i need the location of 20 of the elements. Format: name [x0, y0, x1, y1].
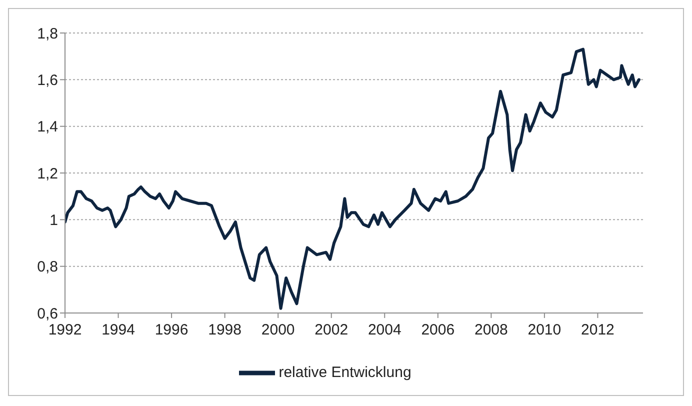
y-tick-label: 1,2 — [37, 165, 58, 182]
line-series — [65, 48, 641, 310]
x-tick-label: 1998 — [208, 322, 242, 339]
x-tick-label: 2004 — [368, 322, 402, 339]
x-tick-label: 2000 — [261, 322, 295, 339]
legend-label: relative Entwicklung — [278, 364, 412, 381]
y-tick-label: 1,8 — [37, 25, 58, 42]
y-tick-label: 1,6 — [37, 72, 58, 89]
x-tick-label: 2008 — [474, 322, 508, 339]
y-tick-label: 1 — [50, 212, 58, 229]
x-tick-label: 2012 — [581, 322, 614, 339]
x-tick-label: 1996 — [154, 322, 188, 339]
x-tick-label: 2010 — [528, 322, 562, 339]
y-tick-label: 0,8 — [37, 258, 58, 276]
x-tick-label: 2006 — [421, 322, 455, 339]
y-tick-label: 1,4 — [37, 118, 58, 136]
x-tick-label: 2002 — [314, 322, 348, 339]
y-tick-label: 0,6 — [37, 305, 58, 322]
x-tick-label: 1992 — [48, 322, 82, 339]
x-tick-label: 1994 — [102, 322, 135, 339]
